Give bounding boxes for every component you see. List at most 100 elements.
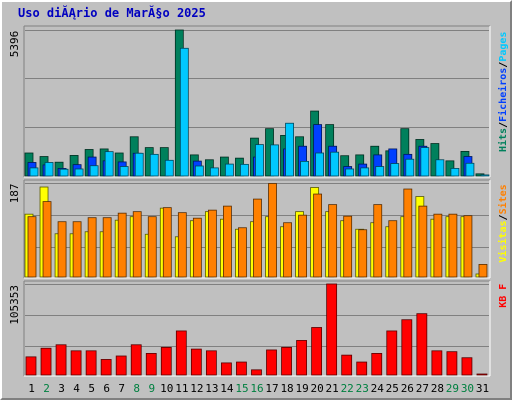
bar-pages-day-2 <box>44 162 54 177</box>
legend-entry: KB F <box>498 284 509 308</box>
bar-pages-day-7 <box>119 166 129 177</box>
bar-pages-day-3 <box>59 168 69 177</box>
day-label: 22 <box>341 382 354 395</box>
bar-sites-day-18 <box>283 222 292 278</box>
bar-pages-day-20 <box>315 152 325 177</box>
bar-kb-f-day-16 <box>251 369 262 376</box>
bar-kb-f-day-30 <box>461 357 473 376</box>
day-label: 31 <box>476 382 489 395</box>
day-label: 5 <box>88 382 95 395</box>
day-label: 1 <box>28 382 35 395</box>
legend-entry: / <box>498 62 509 68</box>
day-label: 8 <box>133 382 140 395</box>
bar-kb-f-day-28 <box>431 350 443 376</box>
bar-sites-day-23 <box>358 229 368 278</box>
bar-kb-f-day-10 <box>160 346 172 376</box>
bar-kb-f-day-22 <box>341 354 353 376</box>
day-label: 21 <box>326 382 339 395</box>
bar-kb-f-day-21 <box>326 283 338 376</box>
bar-pages-day-18 <box>285 122 294 177</box>
day-label: 2 <box>43 382 50 395</box>
day-label: 10 <box>160 382 173 395</box>
bar-pages-day-8 <box>134 152 144 177</box>
day-label: 4 <box>73 382 80 395</box>
day-label: 27 <box>416 382 429 395</box>
bar-sites-day-2 <box>42 201 52 278</box>
bar-sites-day-7 <box>117 212 127 278</box>
legend-entry: Pages <box>498 32 509 62</box>
bar-sites-day-8 <box>132 211 142 278</box>
bar-kb-f-day-14 <box>221 362 232 376</box>
bar-kb-f-day-17 <box>266 349 277 376</box>
bar-sites-day-29 <box>448 213 458 278</box>
bar-pages-day-10 <box>164 159 174 177</box>
bar-sites-day-20 <box>313 193 323 278</box>
bar-sites-day-22 <box>343 215 353 278</box>
day-label: 28 <box>431 382 444 395</box>
day-label: 16 <box>250 382 263 395</box>
legend-entry: Hits <box>497 128 509 152</box>
bar-pages-day-23 <box>360 167 370 177</box>
day-label: 30 <box>461 382 474 395</box>
bar-sites-day-27 <box>418 205 428 278</box>
bar-kb-f-day-4 <box>70 350 82 376</box>
legend-entry: Ficheiros <box>497 68 509 122</box>
bar-pages-day-27 <box>420 147 430 177</box>
legend-entry: / <box>498 214 509 220</box>
bar-kb-f-day-2 <box>40 347 52 376</box>
bar-pages-day-1 <box>29 167 39 177</box>
bar-kb-f-day-31 <box>476 373 488 376</box>
day-label: 14 <box>220 382 234 395</box>
bar-sites-day-9 <box>147 216 157 278</box>
bar-pages-day-30 <box>465 162 475 177</box>
bar-pages-day-13 <box>209 167 219 177</box>
bar-kb-f-day-3 <box>55 344 67 376</box>
bar-kb-f-day-29 <box>446 351 458 376</box>
bar-pages-day-6 <box>104 151 114 177</box>
bar-pages-day-19 <box>300 160 309 177</box>
bar-sites-day-3 <box>57 221 67 278</box>
day-label: 13 <box>205 382 218 395</box>
bar-pages-day-26 <box>405 158 415 177</box>
day-label: 19 <box>295 382 308 395</box>
bar-pages-day-5 <box>89 165 99 177</box>
bar-kb-f-day-26 <box>401 319 413 376</box>
ytick-label: 5396 <box>8 31 21 58</box>
bar-kb-f-day-8 <box>130 344 142 376</box>
bar-kb-f-day-11 <box>175 330 187 376</box>
chart-title: Uso diĂĄrio de MarĂ§o 2025 <box>18 6 206 20</box>
bar-pages-day-24 <box>375 166 385 177</box>
bar-kb-f-day-18 <box>281 346 292 376</box>
bar-kb-f-day-20 <box>311 327 323 376</box>
bar-kb-f-day-12 <box>190 348 202 376</box>
bar-pages-day-14 <box>225 163 234 177</box>
day-label: 12 <box>190 382 203 395</box>
day-label: 9 <box>148 382 155 395</box>
bar-pages-day-31 <box>480 174 490 177</box>
bar-kb-f-day-27 <box>416 313 428 376</box>
bar-sites-day-25 <box>388 220 398 278</box>
bar-kb-f-day-6 <box>100 359 112 376</box>
bar-kb-f-day-5 <box>85 350 97 376</box>
legend-kbytes: KB F <box>498 284 509 308</box>
bar-pages-day-17 <box>270 144 279 177</box>
day-label: 23 <box>356 382 369 395</box>
bar-sites-day-28 <box>433 213 443 278</box>
ytick-label: 105353 <box>8 285 21 325</box>
bar-pages-day-9 <box>149 153 159 177</box>
day-label: 11 <box>175 382 188 395</box>
day-label: 24 <box>371 382 385 395</box>
legend-hits-files-pages: Hits/Ficheiros/Pages <box>497 32 509 152</box>
day-label: 26 <box>401 382 414 395</box>
day-label: 6 <box>103 382 110 395</box>
bar-pages-day-28 <box>435 159 445 177</box>
bar-sites-day-5 <box>87 217 97 278</box>
bar-sites-day-15 <box>238 227 247 278</box>
bar-kb-f-day-25 <box>386 330 398 376</box>
bar-kb-f-day-24 <box>371 353 383 376</box>
bar-pages-day-12 <box>194 165 204 177</box>
bar-sites-day-10 <box>162 207 172 278</box>
day-label: 17 <box>265 382 278 395</box>
day-label: 3 <box>58 382 65 395</box>
legend-entry: / <box>498 122 509 128</box>
